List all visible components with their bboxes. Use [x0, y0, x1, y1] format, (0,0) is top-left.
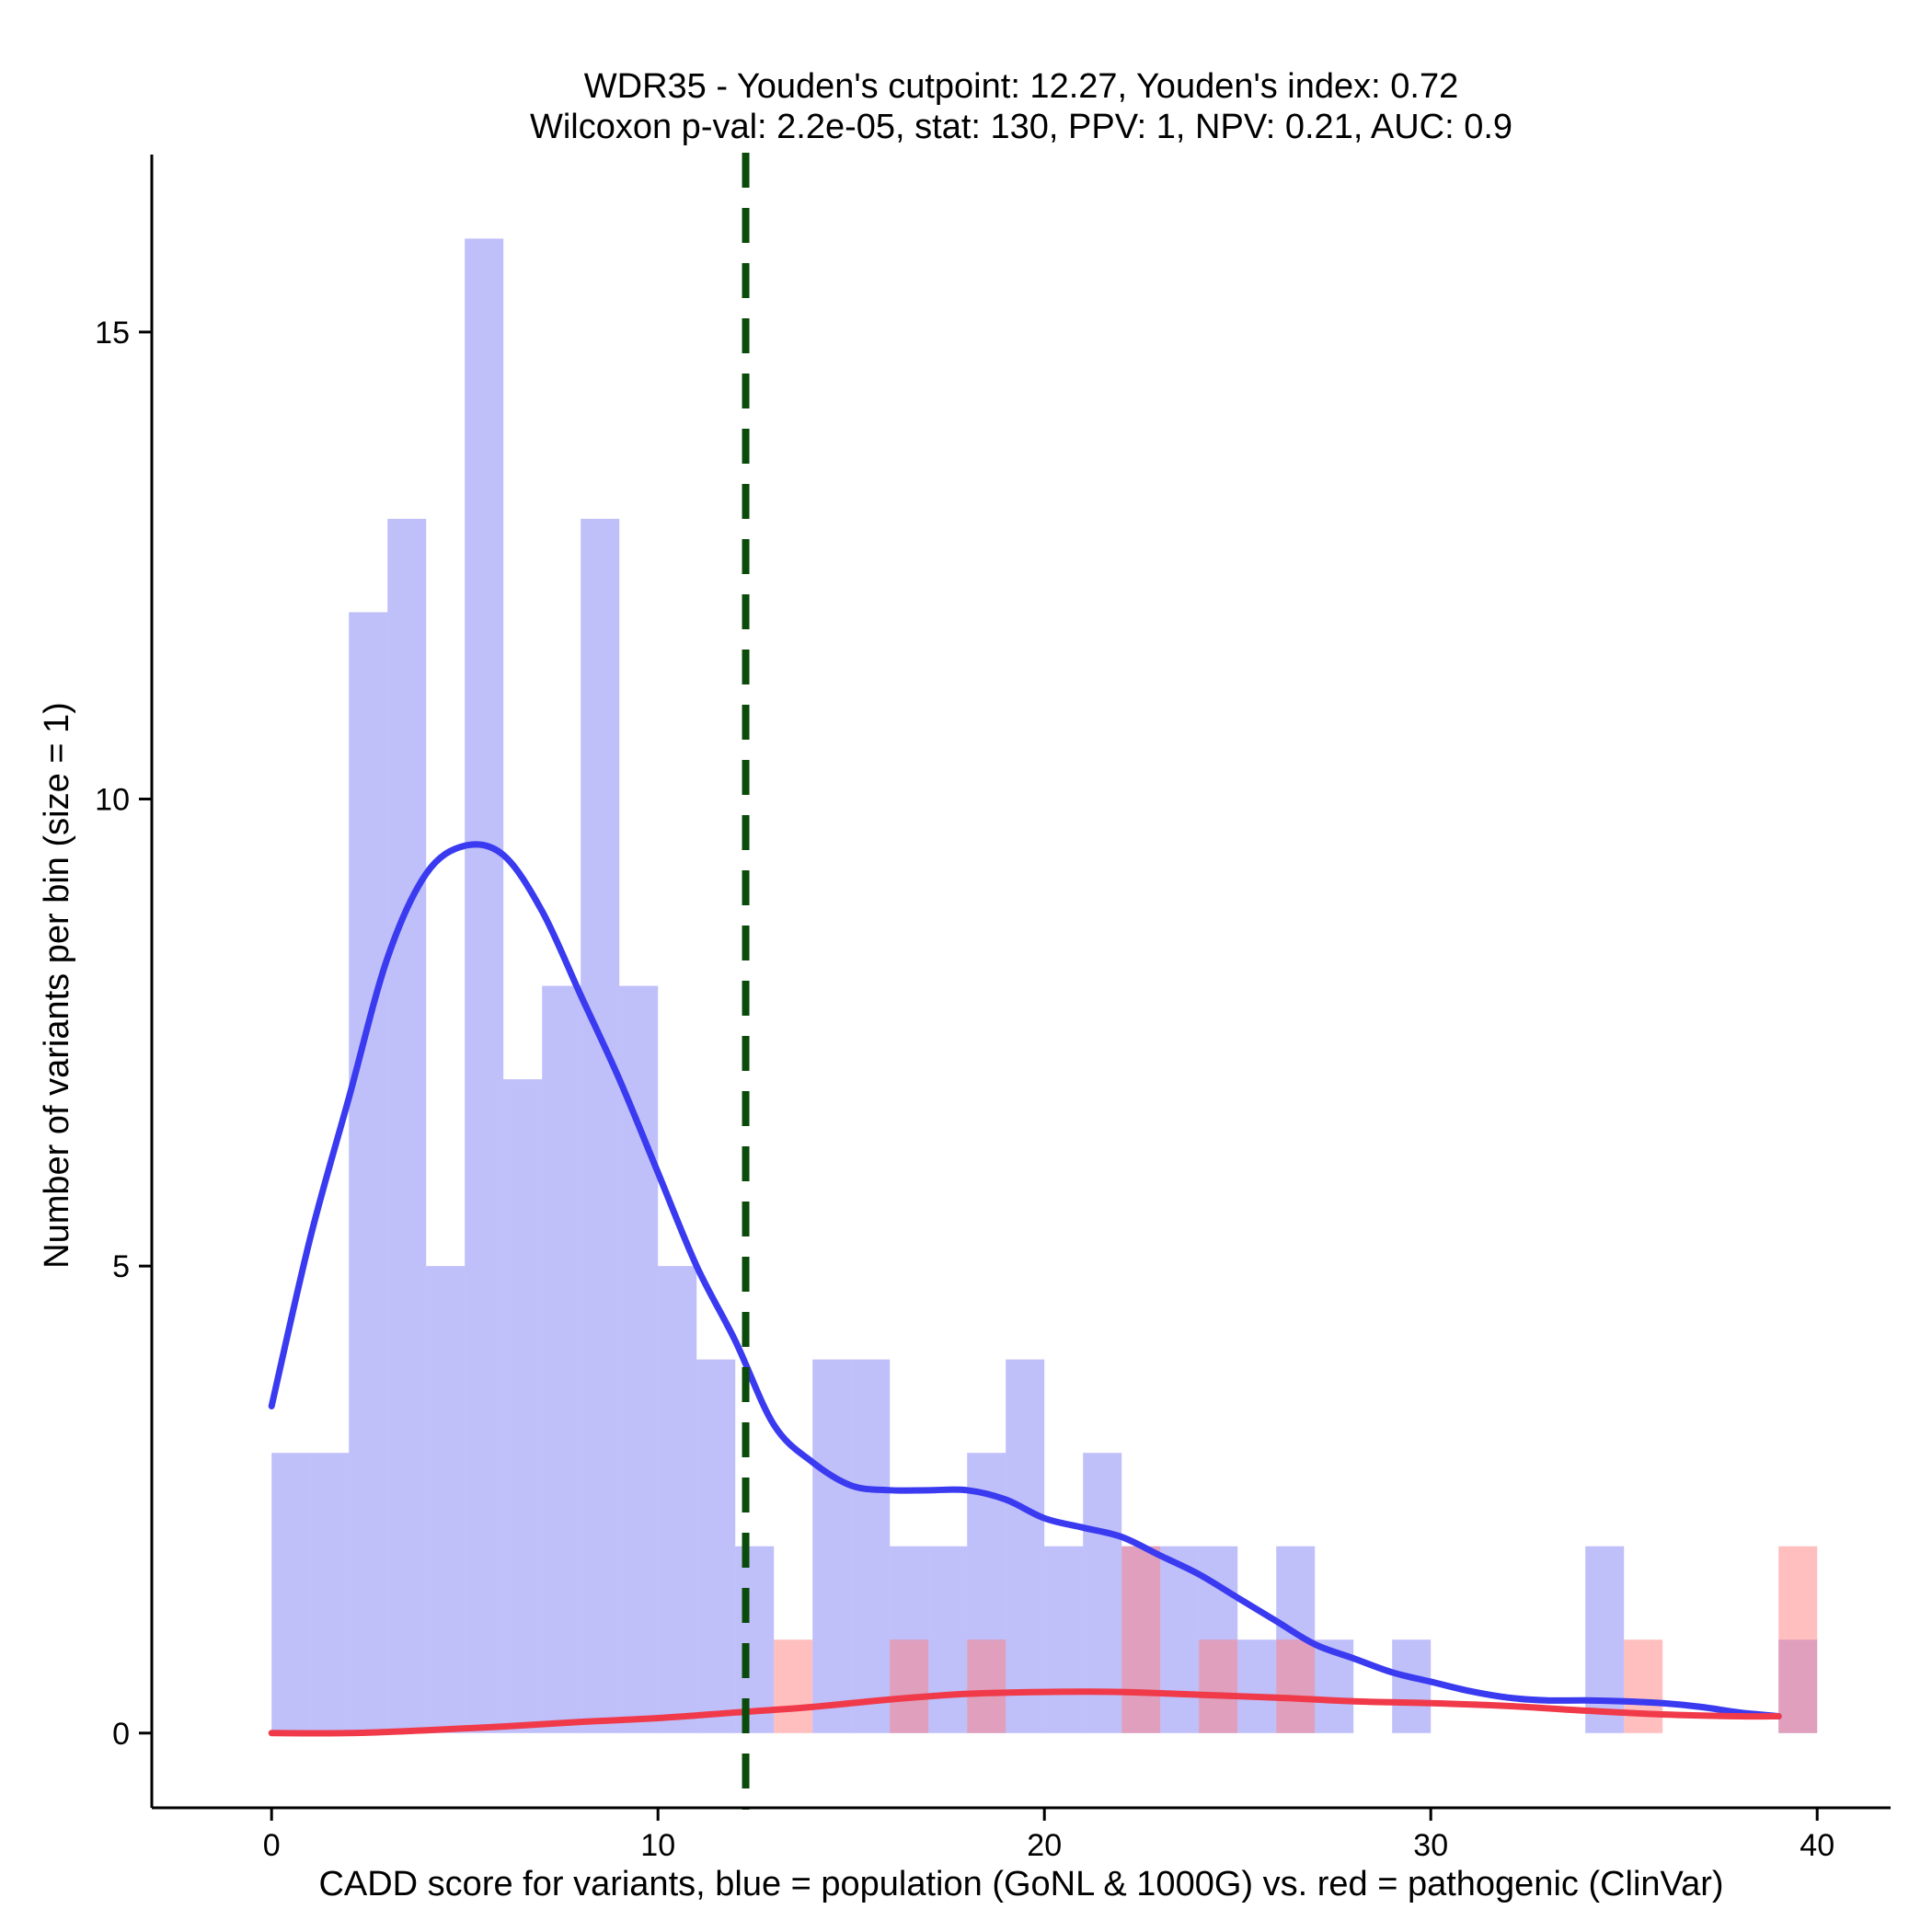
population-bar-25: [1237, 1639, 1277, 1733]
population-bar-20: [1044, 1546, 1084, 1733]
population-bar-6: [503, 1079, 543, 1733]
population-bar-8: [581, 518, 620, 1733]
pathogenic-bar-26: [1276, 1639, 1316, 1733]
axes: [150, 155, 1891, 1810]
y-tick-label-15: 15: [95, 316, 130, 351]
pathogenic-bar-39: [1778, 1546, 1818, 1733]
population-bar-29: [1392, 1639, 1432, 1733]
population-bar-11: [696, 1359, 736, 1733]
pathogenic-density-line: [268, 1688, 1782, 1737]
population-bar-2: [349, 612, 388, 1733]
density-lines: [268, 841, 1782, 1737]
population-bar-10: [658, 1266, 697, 1733]
population-bar-12: [735, 1546, 775, 1733]
population-bar-5: [465, 238, 504, 1733]
pathogenic-bar-18: [967, 1639, 1006, 1733]
x-tick-label-30: 30: [1413, 1828, 1448, 1863]
population-bar-9: [619, 985, 659, 1733]
population-bar-15: [851, 1359, 891, 1733]
x-axis-label: CADD score for variants, blue = populati…: [318, 1865, 1723, 1903]
population-bar-0: [271, 1453, 311, 1733]
y-tick-label-0: 0: [112, 1717, 130, 1752]
population-density-line: [268, 841, 1782, 1720]
x-tick-label-40: 40: [1800, 1828, 1834, 1863]
chart-title-line1: WDR35 - Youden's cutpoint: 12.27, Youden…: [584, 67, 1458, 106]
chart-title-line2: Wilcoxon p-val: 2.2e-05, stat: 130, PPV:…: [530, 108, 1512, 146]
population-bar-7: [542, 985, 581, 1733]
pathogenic-bar-22: [1121, 1546, 1161, 1733]
x-tick-label-10: 10: [640, 1828, 675, 1863]
pathogenic-bar-13: [774, 1639, 813, 1733]
y-tick-label-10: 10: [95, 783, 130, 818]
population-bar-14: [812, 1359, 852, 1733]
population-bar-1: [310, 1453, 350, 1733]
y-tick-label-5: 5: [112, 1249, 130, 1284]
population-bars: [271, 238, 1818, 1733]
population-bar-34: [1585, 1546, 1625, 1733]
population-bar-3: [387, 518, 427, 1733]
x-ticks: 0 10 20 30 40: [263, 1808, 1834, 1863]
pathogenic-bar-24: [1199, 1639, 1238, 1733]
population-bar-19: [1006, 1359, 1045, 1733]
x-tick-label-20: 20: [1027, 1828, 1062, 1863]
x-tick-label-0: 0: [263, 1828, 281, 1863]
population-bar-23: [1160, 1546, 1200, 1733]
population-bar-17: [928, 1546, 968, 1733]
pathogenic-bar-35: [1624, 1639, 1663, 1733]
population-bar-21: [1083, 1453, 1122, 1733]
pathogenic-bar-16: [890, 1639, 929, 1733]
y-ticks: 0 5 10 15: [95, 316, 152, 1752]
pathogenic-bars: [774, 1546, 1818, 1733]
population-bar-4: [426, 1266, 466, 1733]
y-axis-label: Number of variants per bin (size = 1): [38, 702, 76, 1269]
